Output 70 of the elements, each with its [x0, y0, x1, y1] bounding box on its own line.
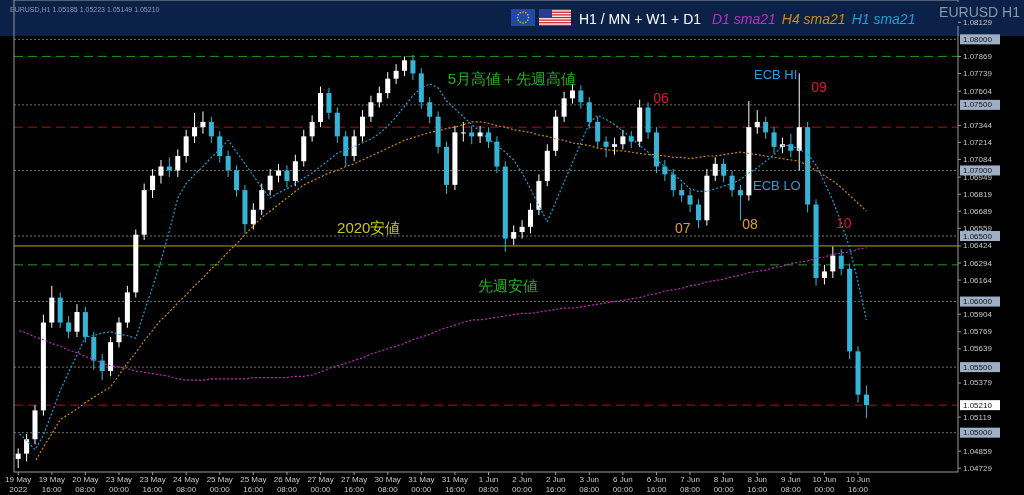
x-tick-label: 1 Jun 08:00 [478, 475, 500, 494]
x-tick-label: 2 Jun 16:00 [545, 475, 567, 494]
x-tick-label: 2 Jun 00:00 [512, 475, 533, 494]
x-tick-label: 25 May 00:00 [206, 475, 233, 494]
x-tick-label: 6 Jun 00:00 [612, 475, 634, 494]
annotation: ECB HI [754, 66, 798, 82]
ref-line-label: 1.07500 [963, 100, 993, 110]
x-tick-label: 27 May 16:00 [341, 475, 368, 494]
annotation: 07 [675, 219, 691, 236]
x-tick-label: 7 Jun 08:00 [680, 475, 701, 494]
x-tick-label: 30 May 08:00 [374, 475, 401, 494]
text: H4 sma21 [781, 11, 846, 27]
y-tick-label: 1.06424 [963, 241, 993, 251]
y-tick-label: 1.06559 [963, 223, 993, 233]
ref-line-label: 1.08000 [963, 34, 993, 44]
x-tick-label: 23 May 16:00 [139, 475, 166, 494]
y-tick-label: 1.06949 [963, 172, 993, 182]
x-tick-label: 20 May 08:00 [72, 475, 99, 494]
x-tick-label: 9 Jun 08:00 [780, 475, 802, 494]
y-tick-label: 1.06294 [963, 258, 993, 268]
annotation: 09 [811, 78, 827, 95]
y-tick-label: 1.06819 [963, 189, 993, 199]
annotation: 08 [742, 215, 758, 232]
x-tick-label: 19 May 16:00 [38, 475, 65, 494]
y-tick-label: 1.07344 [963, 120, 993, 130]
y-tick-label: 1.07604 [963, 86, 993, 96]
x-tick-label: 8 Jun 16:00 [747, 475, 768, 494]
y-tick-label: 1.07084 [963, 154, 993, 164]
x-tick-label: 10 Jun 16:00 [846, 475, 871, 494]
ref-line-label: 1.05000 [963, 428, 993, 438]
x-tick-label: 8 Jun 00:00 [713, 475, 735, 494]
y-tick-label: 1.07869 [963, 52, 993, 62]
y-tick-label: 1.07214 [963, 137, 993, 147]
y-tick-label: 1.05769 [963, 327, 993, 337]
x-tick-label: 19 May 2022 [5, 475, 32, 494]
annotation: 2020安値 [337, 219, 401, 237]
text: EURUSD H1 [939, 4, 1021, 20]
x-tick-label: 25 May 16:00 [240, 475, 267, 494]
x-tick-label: 3 Jun 08:00 [579, 475, 600, 494]
y-tick-label: 1.05639 [963, 344, 993, 354]
ref-line-label: 1.06000 [963, 297, 993, 307]
y-tick-label: 1.07739 [963, 69, 993, 79]
y-tick-label: 1.04729 [963, 463, 993, 473]
text: D1 sma21 [712, 11, 776, 27]
y-tick-label: 1.04859 [963, 446, 993, 456]
ref-line-label: 1.05500 [963, 362, 993, 372]
ref-line-label: 1.05210 [963, 400, 993, 410]
annotation: ECB LO [753, 178, 801, 194]
x-tick-label: 23 May 00:00 [105, 475, 133, 494]
y-tick-label: 1.06164 [963, 275, 993, 285]
text: H1 sma21 [851, 11, 916, 27]
ref-line-label: 1.07000 [963, 165, 993, 175]
y-tick-label: 1.05904 [963, 309, 993, 319]
x-tick-label: 10 Jun 00:00 [812, 475, 837, 494]
annotation: 5月高値＋先週高値 [447, 69, 577, 87]
x-tick-label: 6 Jun 16:00 [646, 475, 668, 494]
text: H1 / MN + W1 + D1 [578, 11, 702, 27]
annotation: 06 [653, 89, 669, 106]
y-tick-label: 1.08129 [963, 17, 993, 27]
annotation: 先週安値 [478, 276, 539, 294]
y-tick-label: 1.06689 [963, 206, 993, 216]
y-tick-label: 1.05119 [963, 412, 992, 422]
x-tick-label: 31 May 16:00 [441, 475, 469, 494]
x-tick-label: 24 May 08:00 [173, 475, 200, 494]
ref-line-label: 1.06500 [963, 231, 993, 241]
annotation: 10 [836, 214, 852, 231]
x-tick-label: 27 May 00:00 [307, 475, 334, 494]
x-tick-label: 31 May 00:00 [408, 475, 435, 494]
x-tick-label: 26 May 08:00 [273, 475, 301, 494]
y-tick-label: 1.05379 [963, 378, 993, 388]
